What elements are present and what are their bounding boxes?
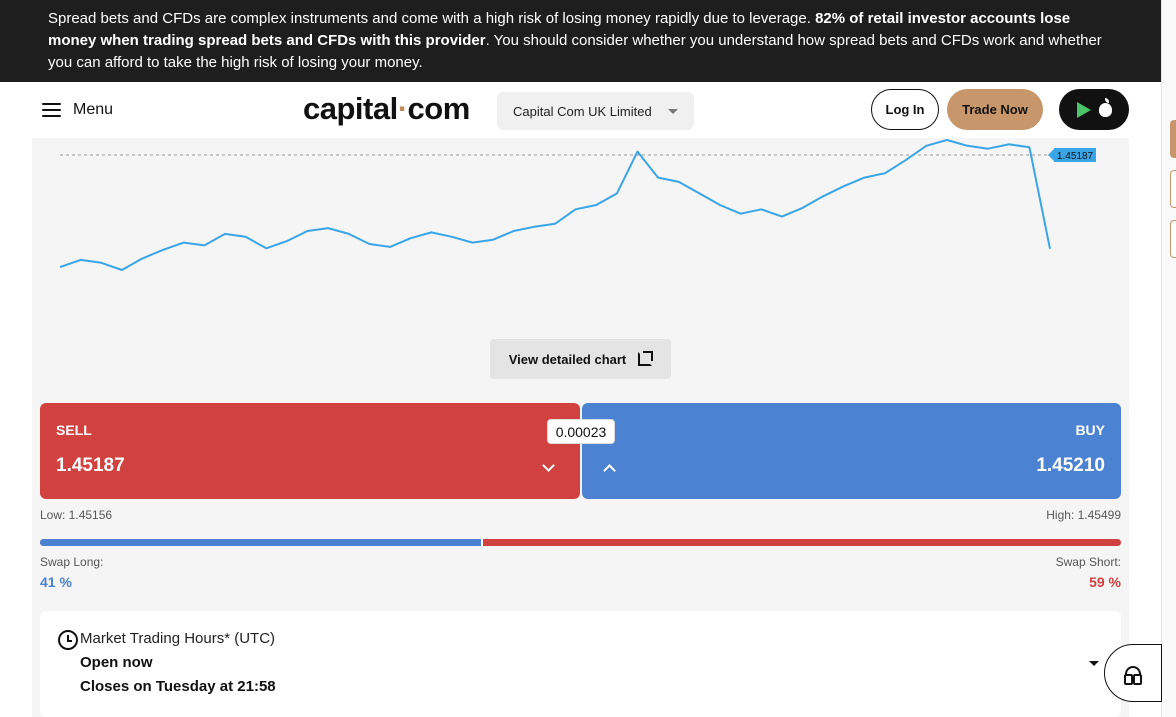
view-detailed-chart-button[interactable]: View detailed chart — [490, 339, 671, 379]
sentiment-long-fill — [40, 539, 484, 546]
swap-short-label: Swap Short: — [1055, 555, 1121, 569]
risk-warning-banner: Spread bets and CFDs are complex instrum… — [0, 0, 1161, 82]
risk-warning-text: Spread bets and CFDs are complex instrum… — [48, 10, 816, 27]
menu-button[interactable]: Menu — [42, 98, 113, 122]
sell-label: SELL — [56, 422, 92, 438]
market-status: Open now — [80, 654, 153, 671]
price-chart[interactable]: 1.45187 — [32, 138, 1129, 390]
chevron-down-icon — [542, 459, 555, 472]
price-tag-pointer — [1048, 149, 1054, 161]
google-play-icon — [1076, 101, 1091, 118]
spread-badge: 0.00023 — [547, 419, 615, 444]
market-hours-accordion[interactable]: Market Trading Hours* (UTC) Open now Clo… — [40, 611, 1121, 717]
logo-text-right: com — [407, 91, 471, 126]
sell-button[interactable]: SELL 1.45187 — [40, 403, 580, 499]
expand-icon — [638, 351, 654, 366]
entity-selected-value: Capital Com UK Limited — [513, 103, 652, 119]
swap-short-value: 59 % — [1089, 574, 1121, 590]
sentiment-bar — [40, 539, 1121, 546]
market-close-time: Closes on Tuesday at 21:58 — [80, 678, 276, 695]
view-detailed-chart-label: View detailed chart — [508, 351, 627, 367]
menu-label: Menu — [73, 101, 114, 118]
caret-down-icon — [1089, 661, 1099, 666]
current-price-tag: 1.45187 — [1057, 151, 1094, 162]
risk-warning-bold-text: 82% of retail investor accounts lose mon… — [48, 10, 1071, 49]
day-low: Low: 1.45156 — [40, 508, 113, 522]
clock-icon — [58, 630, 78, 650]
chevron-up-icon — [603, 464, 616, 477]
side-tab-3[interactable] — [1170, 220, 1176, 258]
trade-panel: SELL 1.45187 BUY 1.45210 0.00023 Low: 1.… — [32, 390, 1129, 717]
sell-price: 1.45187 — [56, 455, 125, 476]
side-tab-1[interactable] — [1170, 120, 1176, 158]
caret-down-icon — [668, 109, 678, 114]
trade-now-button[interactable]: Trade Now — [947, 89, 1043, 130]
hamburger-icon — [42, 103, 61, 117]
page-scrollbar[interactable] — [1161, 0, 1176, 717]
price-chart-panel: 1.45187 View detailed chart — [32, 138, 1129, 390]
capital-com-logo[interactable]: capital·com — [303, 91, 470, 127]
market-hours-title: Market Trading Hours* (UTC) — [80, 630, 276, 647]
support-chat-button[interactable] — [1104, 644, 1162, 702]
price-series-line — [59, 139, 1051, 271]
apple-icon — [1098, 97, 1112, 117]
site-header: Menu capital·com Capital Com UK Limited … — [0, 82, 1161, 138]
app-download-button[interactable] — [1059, 89, 1129, 130]
login-button[interactable]: Log In — [871, 89, 939, 130]
swap-long-value: 41 % — [40, 574, 72, 590]
day-high: High: 1.45499 — [1046, 508, 1121, 522]
price-tag-bg — [1054, 148, 1096, 162]
logo-text-left: capital — [303, 91, 398, 126]
buy-label: BUY — [1075, 422, 1105, 438]
entity-selector[interactable]: Capital Com UK Limited — [497, 92, 694, 130]
buy-price: 1.45210 — [1036, 455, 1105, 476]
side-tab-2[interactable] — [1170, 170, 1176, 208]
swap-long-label: Swap Long: — [40, 555, 104, 569]
logo-dot: · — [397, 91, 408, 126]
headset-icon — [1124, 666, 1142, 685]
risk-warning-text-end: . You should consider whether you unders… — [48, 32, 1102, 71]
buy-button[interactable]: BUY 1.45210 — [582, 403, 1121, 499]
